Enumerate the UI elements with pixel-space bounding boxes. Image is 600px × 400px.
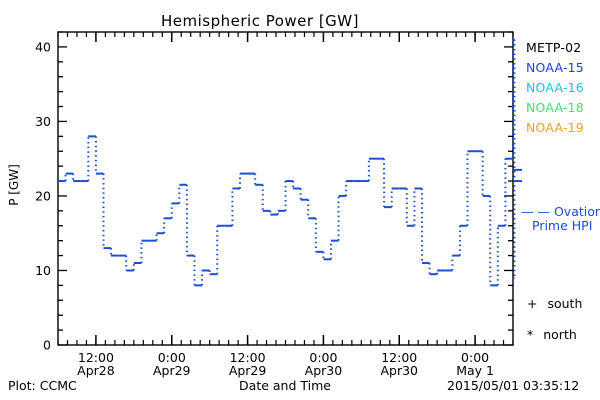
x-axis-caption: Date and Time (239, 378, 331, 393)
legend-marker-south: + south (527, 296, 582, 311)
plot-frame (57, 31, 514, 346)
legend-item: NOAA-15 (526, 60, 584, 75)
legend-item: METP-02 (526, 40, 584, 55)
svg-text:0:00: 0:00 (158, 350, 186, 365)
x-axis-ticks: 12:00Apr280:00Apr2912:00Apr290:00Apr3012… (57, 32, 514, 378)
legend-label-0: METP-02 (526, 40, 582, 55)
plot-credit: Plot: CCMC (8, 378, 77, 393)
svg-text:12:00: 12:00 (381, 350, 417, 365)
legend-item: NOAA-18 (526, 100, 584, 115)
svg-text:20: 20 (35, 188, 51, 203)
legend-label-4: NOAA-19 (526, 120, 584, 135)
svg-text:0: 0 (43, 338, 51, 353)
ovation-label-line2: Prime HPI (532, 218, 593, 233)
legend-label-1: NOAA-15 (526, 60, 584, 75)
svg-text:Apr29: Apr29 (229, 363, 267, 378)
svg-text:40: 40 (35, 39, 51, 54)
svg-text:Apr28: Apr28 (77, 363, 115, 378)
svg-text:Apr30: Apr30 (380, 363, 418, 378)
svg-text:12:00: 12:00 (78, 350, 114, 365)
svg-text:12:00: 12:00 (230, 350, 266, 365)
chart-title: Hemispheric Power [GW] (161, 12, 359, 30)
y-axis-ticks: 0 10 20 30 40 (35, 31, 513, 353)
ovation-dash: — — (521, 204, 550, 219)
plus-icon: + (527, 296, 538, 311)
asterisk-icon: * (527, 327, 534, 342)
legend-marker-north: * north (527, 327, 577, 342)
svg-text:May 1: May 1 (456, 363, 494, 378)
svg-text:10: 10 (35, 263, 51, 278)
svg-text:0:00: 0:00 (461, 350, 489, 365)
legend-label-2: NOAA-16 (526, 80, 584, 95)
svg-text:Apr29: Apr29 (153, 363, 191, 378)
legend-item: NOAA-16 (526, 80, 584, 95)
legend-marker-south-label: south (547, 296, 583, 311)
legend-satellites: METP-02 NOAA-15 NOAA-16 NOAA-18 NOAA-19 (526, 40, 584, 135)
svg-text:30: 30 (35, 114, 51, 129)
legend-marker-north-label: north (543, 327, 577, 342)
svg-text:0:00: 0:00 (309, 350, 337, 365)
legend-label-3: NOAA-18 (526, 100, 584, 115)
timestamp: 2015/05/01 03:35:12 (447, 378, 580, 393)
svg-text:Apr30: Apr30 (305, 363, 343, 378)
legend-ovation: — — Ovation Prime HPI (521, 205, 600, 233)
data-series-group (58, 38, 522, 287)
ovation-label-line1: Ovation (553, 204, 600, 219)
legend-item: NOAA-19 (526, 120, 584, 135)
